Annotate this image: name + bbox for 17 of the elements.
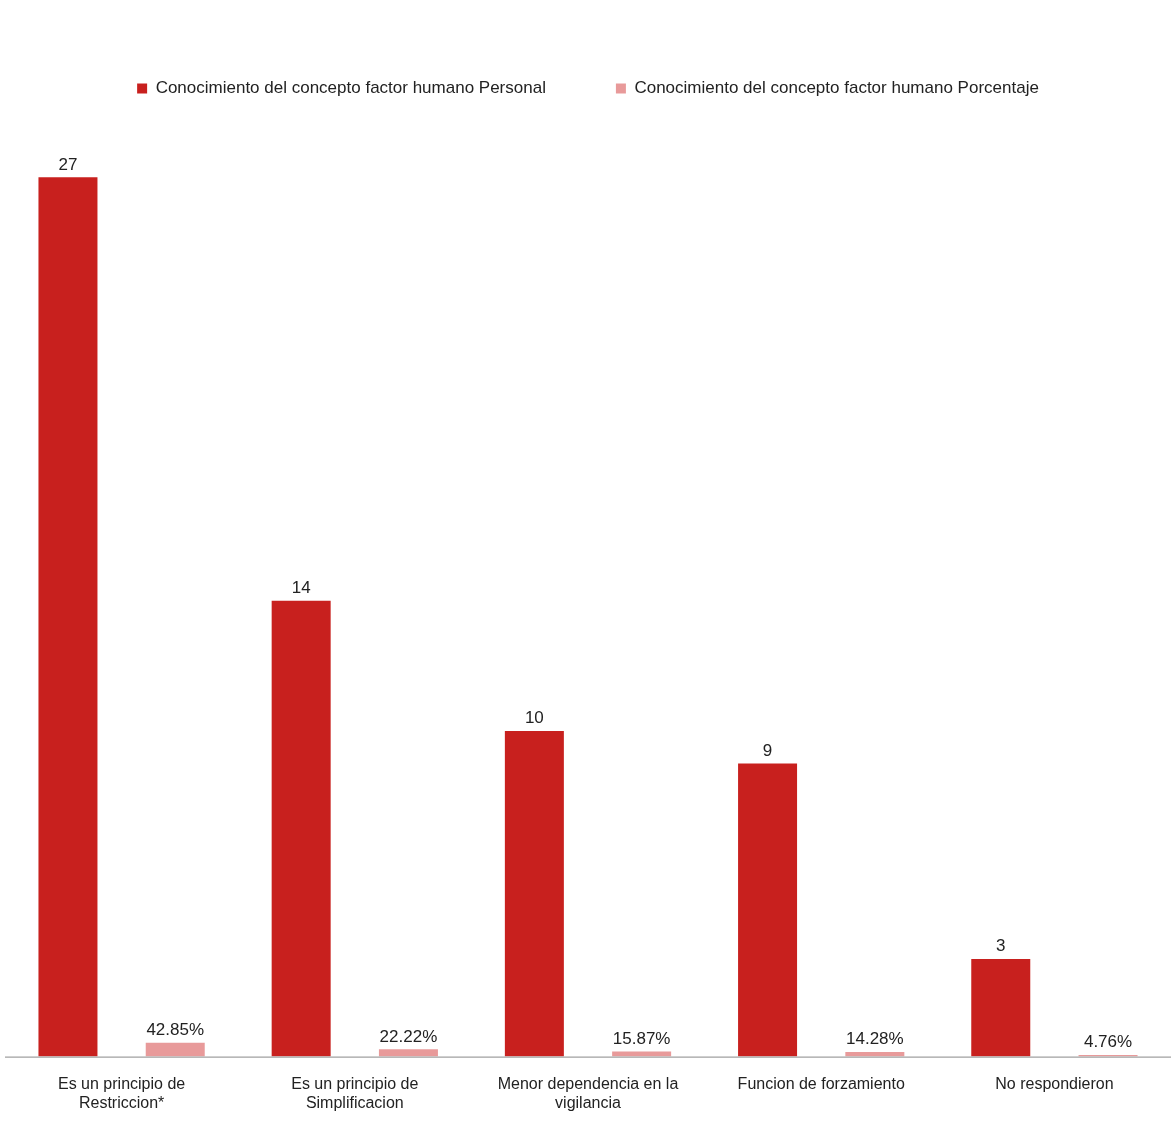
data-label: 27 bbox=[58, 154, 78, 174]
data-label: 10 bbox=[524, 708, 544, 728]
data-label: 3 bbox=[996, 936, 1006, 956]
x-tick-label: Funcion de forzamiento bbox=[737, 1074, 905, 1092]
x-tick-label: No respondieron bbox=[995, 1074, 1114, 1092]
data-label: 4.76% bbox=[1083, 1032, 1133, 1052]
data-label: 9 bbox=[762, 740, 773, 760]
data-label: 42.85% bbox=[146, 1019, 205, 1039]
x-tick-label: Es un principio de Restriccion* bbox=[58, 1074, 186, 1111]
data-label: 14 bbox=[291, 577, 311, 597]
data-label: 15.87% bbox=[612, 1028, 671, 1048]
x-tick-label: Es un principio de Simplificacion bbox=[291, 1074, 419, 1111]
data-label: 14.28% bbox=[846, 1029, 904, 1049]
legend-label: Conocimiento del concepto factor humano Personal bbox=[155, 78, 546, 98]
data-label: 22.22% bbox=[379, 1026, 438, 1046]
x-tick-label: Menor dependencia en la vigilancia bbox=[497, 1074, 679, 1111]
legend-label: Conocimiento del concepto factor humano Porcentaje bbox=[634, 78, 1039, 98]
